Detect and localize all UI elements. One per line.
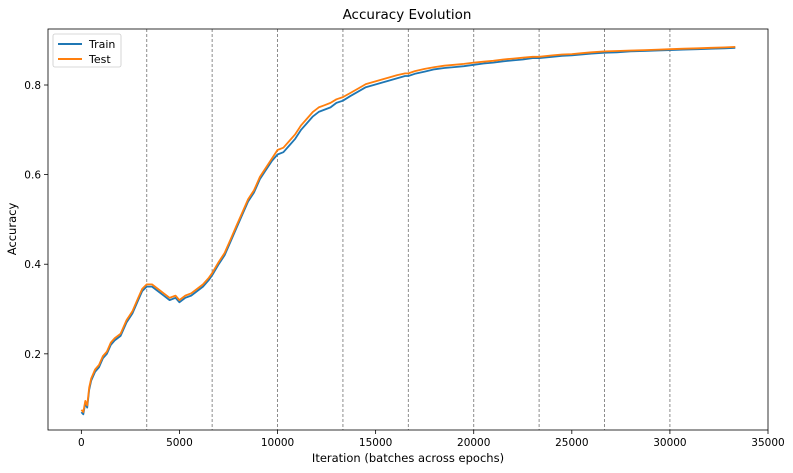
y-tick-label: 0.8 — [24, 80, 41, 92]
axes-frame — [47, 28, 769, 431]
y-tick-label: 0.2 — [24, 349, 41, 361]
x-tick-label: 10000 — [261, 437, 294, 449]
legend-label-train: Train — [88, 38, 115, 51]
x-axis-label: Iteration (batches across epochs) — [312, 451, 504, 465]
x-tick-label: 25000 — [555, 437, 588, 449]
x-tick-label: 35000 — [751, 437, 784, 449]
y-tick-label: 0.4 — [24, 259, 41, 271]
series-line-train — [80, 46, 736, 416]
legend-label-test: Test — [88, 53, 111, 66]
legend: Train Test — [52, 33, 122, 68]
x-tick-label: 15000 — [359, 437, 392, 449]
y-axis: 0.2 0.4 0.6 0.8 — [24, 80, 48, 361]
x-tick-label: 0 — [78, 437, 85, 449]
chart-title: Accuracy Evolution — [343, 7, 472, 23]
x-tick-label: 20000 — [457, 437, 490, 449]
y-axis-label: Accuracy — [5, 203, 19, 256]
plot-area — [80, 29, 736, 430]
x-tick-label: 30000 — [653, 437, 686, 449]
y-tick-label: 0.6 — [24, 170, 41, 182]
series-line-test — [80, 46, 736, 414]
x-axis: 0 5000 10000 15000 20000 25000 30000 35000 — [78, 430, 785, 449]
x-tick-label: 5000 — [166, 437, 193, 449]
